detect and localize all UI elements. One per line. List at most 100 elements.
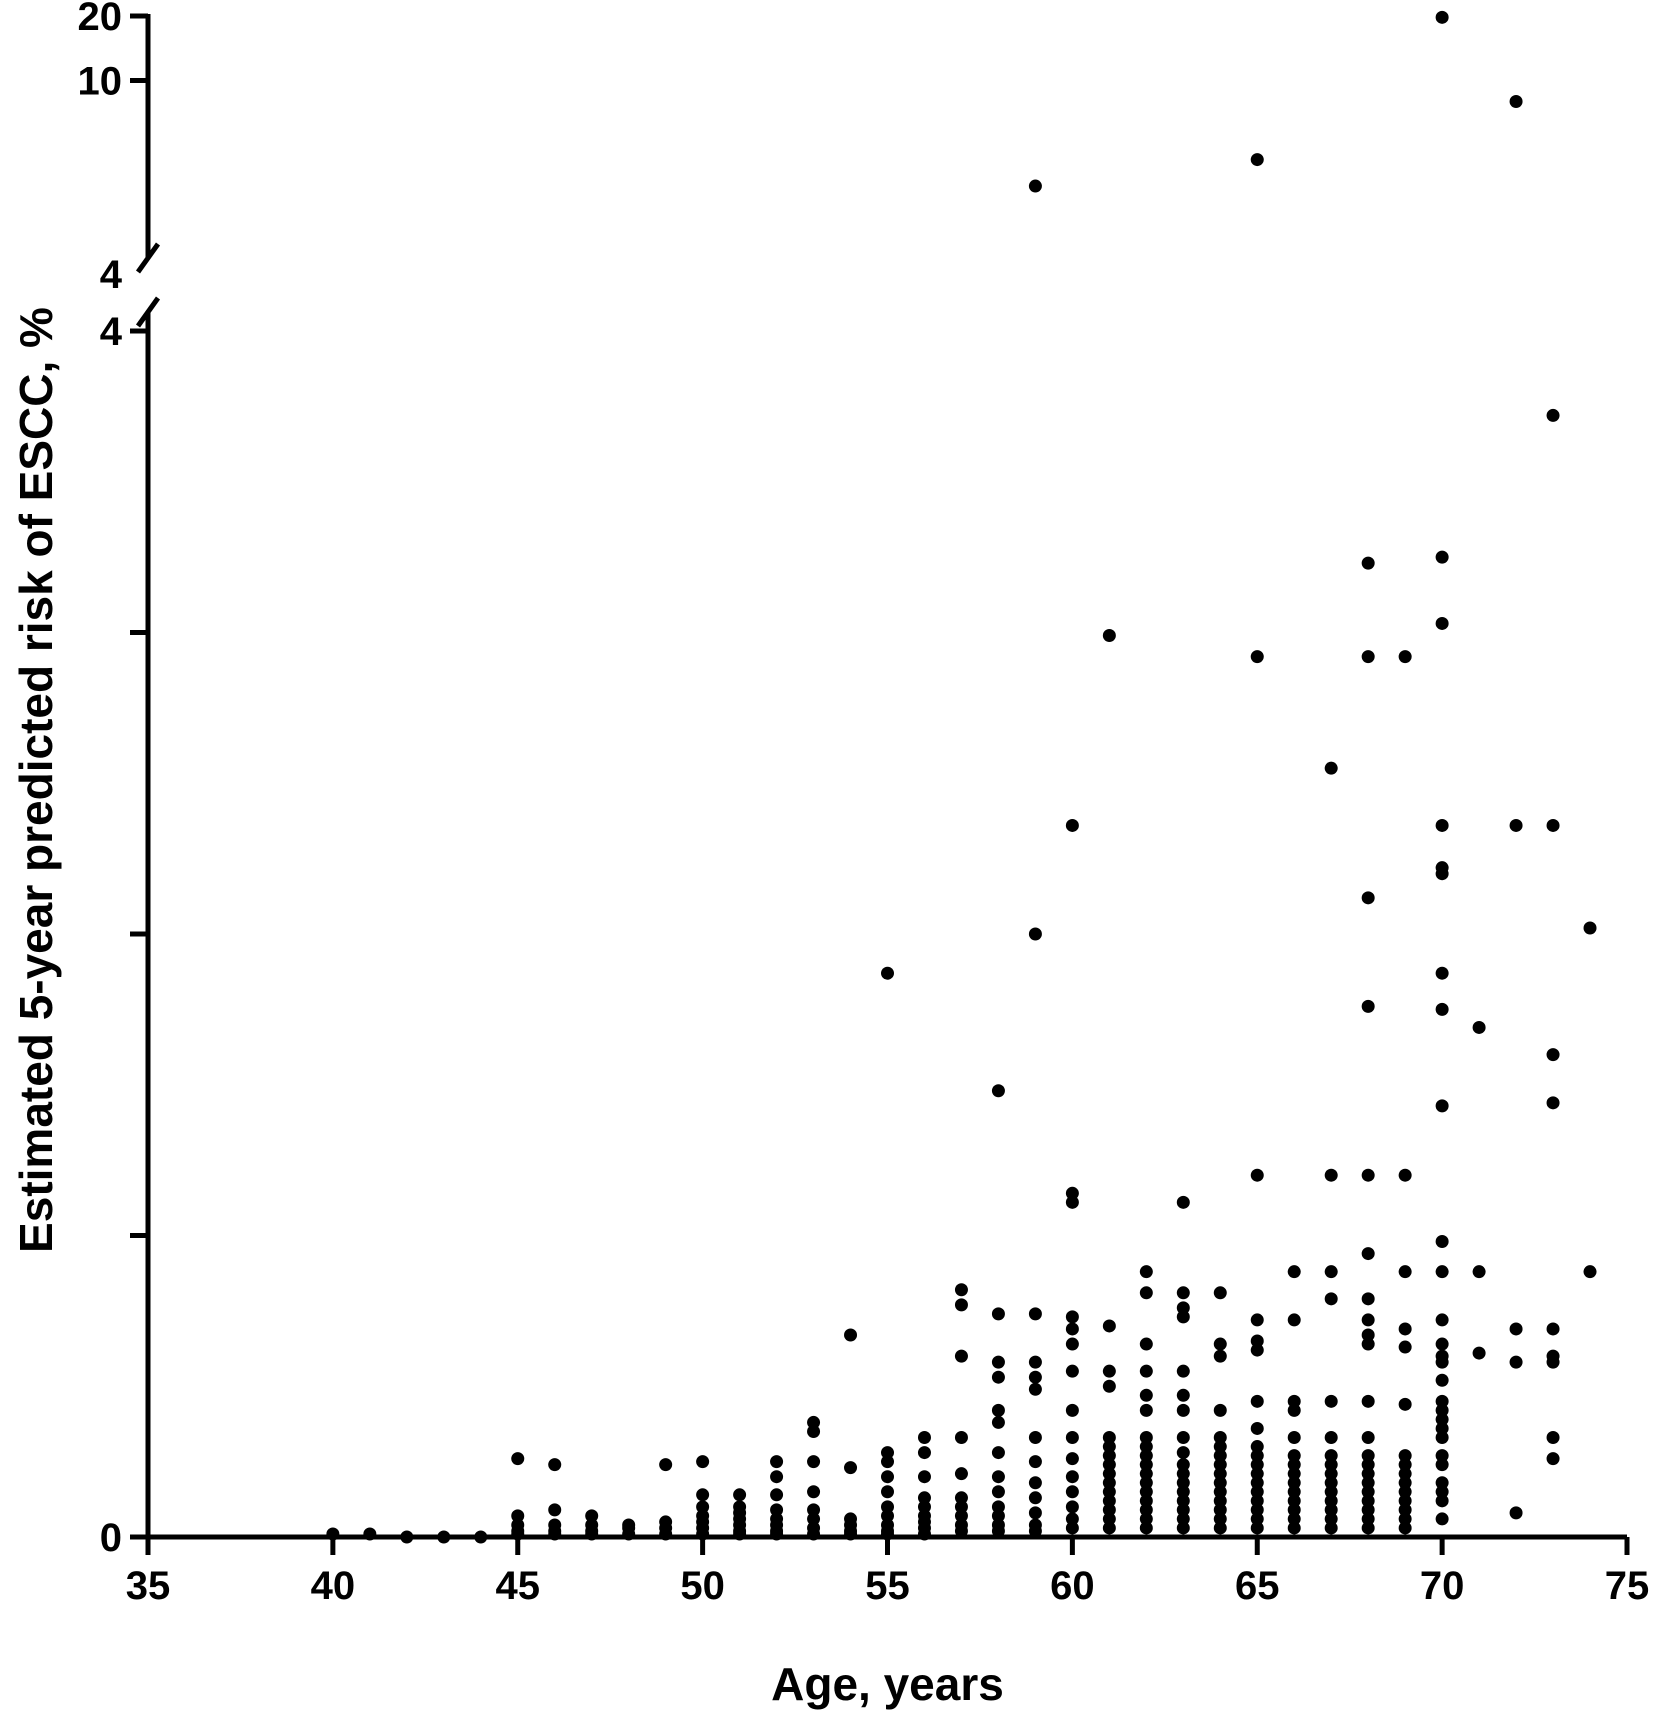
data-point	[1361, 1458, 1375, 1472]
data-point	[991, 1485, 1005, 1499]
data-point	[991, 1370, 1005, 1384]
data-point	[1102, 1431, 1116, 1445]
data-point	[1398, 1265, 1412, 1279]
data-point	[1139, 1458, 1153, 1472]
data-point	[881, 966, 894, 980]
x-tick-label: 60	[1050, 1564, 1095, 1608]
data-point	[1065, 1186, 1079, 1200]
data-point	[1176, 1485, 1190, 1499]
data-point	[1213, 1512, 1227, 1526]
data-point	[1324, 1467, 1338, 1481]
data-point	[1065, 1310, 1079, 1324]
data-point	[881, 1509, 894, 1523]
data-point	[1102, 1449, 1116, 1463]
x-tick-label: 55	[865, 1564, 910, 1608]
data-point	[1213, 1503, 1227, 1517]
data-point	[1102, 1485, 1116, 1499]
data-point	[1250, 1440, 1264, 1454]
data-point	[1287, 1476, 1301, 1490]
data-point	[696, 1488, 710, 1502]
axis-break-mark-lower	[135, 296, 161, 328]
data-point	[1398, 1521, 1412, 1535]
data-point	[917, 1470, 931, 1484]
data-point	[1287, 1512, 1301, 1526]
data-point	[1287, 1503, 1301, 1517]
data-point	[1324, 1494, 1338, 1508]
data-point	[1176, 1403, 1190, 1417]
data-point	[1435, 1476, 1449, 1490]
data-point	[1398, 1397, 1412, 1411]
data-point	[1435, 10, 1449, 24]
data-point	[1250, 153, 1264, 167]
data-point	[770, 1527, 784, 1541]
data-point	[1139, 1403, 1153, 1417]
data-point	[917, 1491, 931, 1505]
data-point	[696, 1500, 710, 1514]
axes: 35 40 45 50 55 60 65 70 75 0 4 4 10 20	[78, 0, 1650, 1608]
data-point	[1176, 1503, 1190, 1517]
data-point	[1324, 1292, 1338, 1306]
data-point	[991, 1500, 1005, 1514]
data-point	[1546, 408, 1560, 422]
data-point	[1102, 1364, 1116, 1378]
data-point	[1028, 1491, 1042, 1505]
data-point	[1435, 1431, 1449, 1445]
data-point	[1176, 1301, 1190, 1315]
data-point	[1139, 1286, 1153, 1300]
data-point	[1509, 95, 1523, 108]
data-point	[1546, 1048, 1560, 1062]
data-point	[733, 1527, 747, 1541]
data-point	[1509, 1322, 1523, 1336]
data-point	[1213, 1440, 1227, 1454]
data-point	[1546, 1355, 1560, 1369]
data-point	[991, 1355, 1005, 1369]
data-point	[917, 1446, 931, 1460]
data-point	[1028, 1355, 1042, 1369]
data-point	[1435, 1002, 1449, 1016]
data-point	[1102, 629, 1116, 643]
data-point	[1065, 1195, 1079, 1209]
data-point	[1361, 999, 1375, 1013]
data-point	[1176, 1195, 1190, 1209]
data-point	[991, 1415, 1005, 1429]
y-tick-label: 20	[78, 0, 123, 39]
data-point	[1324, 761, 1338, 775]
data-point	[1250, 1394, 1264, 1408]
data-point	[1398, 1458, 1412, 1472]
x-tick-label: 40	[311, 1564, 356, 1608]
data-point	[1139, 1431, 1153, 1445]
data-point	[1398, 1449, 1412, 1463]
data-point	[1435, 1458, 1449, 1472]
data-point	[1435, 1412, 1449, 1426]
data-point	[1250, 650, 1264, 664]
data-point	[844, 1527, 858, 1541]
data-point	[696, 1527, 710, 1541]
data-point	[917, 1431, 931, 1445]
data-point	[1065, 1452, 1079, 1466]
data-point	[1509, 1355, 1523, 1369]
data-point	[1546, 1431, 1560, 1445]
data-point	[1435, 1373, 1449, 1387]
data-point	[1435, 616, 1449, 630]
data-point	[1176, 1364, 1190, 1378]
data-point	[1361, 1449, 1375, 1463]
data-point	[991, 1446, 1005, 1460]
data-point	[1361, 1292, 1375, 1306]
data-point	[1213, 1467, 1227, 1481]
data-point	[1250, 1485, 1264, 1499]
data-point	[1213, 1431, 1227, 1445]
data-point	[1435, 966, 1449, 980]
data-point	[1472, 1265, 1486, 1279]
data-point	[1546, 1452, 1560, 1466]
data-point	[511, 1527, 525, 1541]
data-point	[1213, 1403, 1227, 1417]
data-point	[1028, 179, 1042, 193]
data-point	[917, 1500, 931, 1514]
data-point	[659, 1458, 673, 1472]
data-point	[1028, 1524, 1042, 1538]
data-point	[1213, 1521, 1227, 1535]
data-point	[1324, 1458, 1338, 1472]
data-point	[1435, 1394, 1449, 1408]
y-tick-label: 10	[78, 60, 123, 104]
data-point	[1361, 1431, 1375, 1445]
